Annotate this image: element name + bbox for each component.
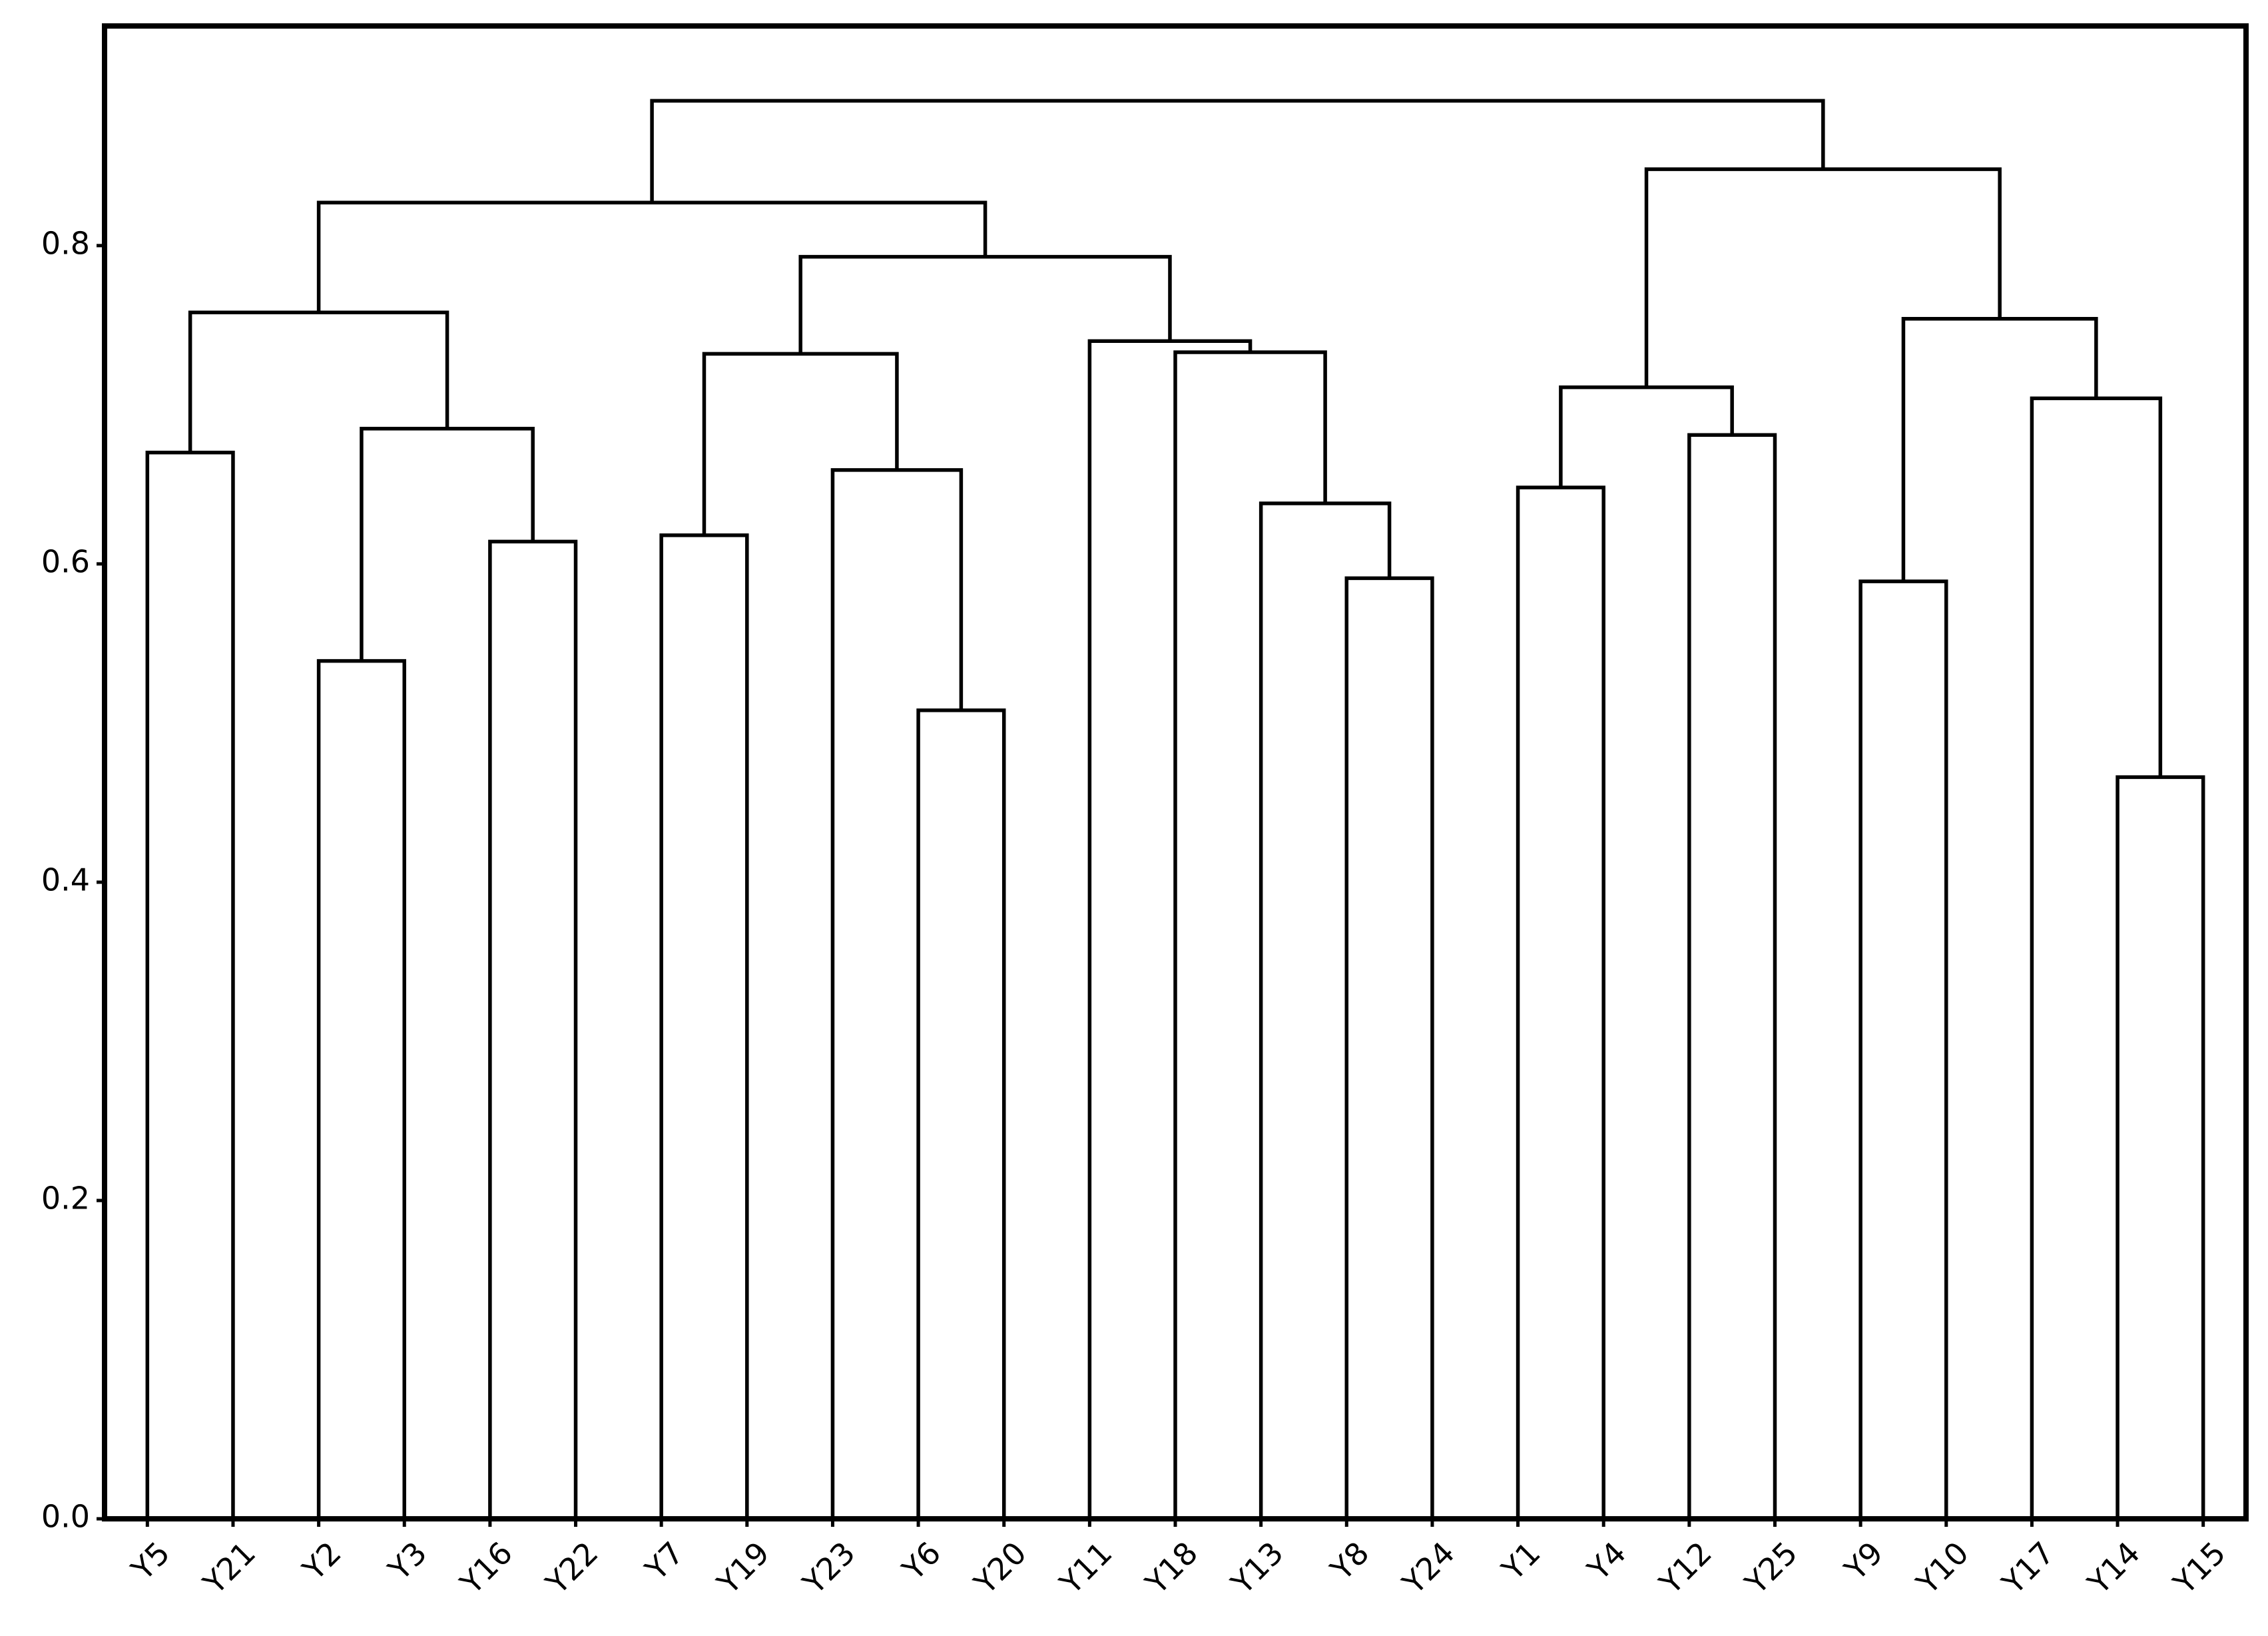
dendrogram-link	[830, 468, 964, 1519]
dendrogram-link	[702, 352, 899, 535]
dendrogram-link	[360, 426, 535, 661]
dendrogram-link	[1344, 576, 1434, 1519]
dendrogram-link	[650, 99, 1825, 203]
leaf-label: Y23	[795, 1535, 862, 1601]
leaf-label: Y3	[381, 1535, 433, 1587]
y-tick-label: 0.8	[41, 225, 90, 261]
dendrogram-link	[1901, 317, 2098, 582]
leaf-label: Y5	[124, 1535, 176, 1587]
dendrogram-link	[1087, 339, 1253, 1519]
leaf-label: Y12	[1652, 1535, 1719, 1601]
leaf-label: Y25	[1737, 1535, 1804, 1601]
dendrogram-link	[188, 310, 449, 453]
leaf-label: Y7	[638, 1535, 691, 1587]
dendrogram-link	[1644, 167, 2002, 388]
leaf-label: Y15	[2166, 1535, 2233, 1601]
dendrogram-link	[316, 659, 406, 1519]
leaf-label: Y20	[967, 1535, 1033, 1601]
leaf-label: Y19	[710, 1535, 776, 1601]
dendrogram-link	[916, 708, 1006, 1519]
dendrogram-link	[1858, 579, 1948, 1519]
dendrogram-link	[2116, 775, 2205, 1519]
leaf-label: Y4	[1580, 1535, 1633, 1587]
leaf-label: Y11	[1052, 1535, 1119, 1601]
y-tick-label: 0.0	[41, 1499, 90, 1535]
leaf-label: Y6	[895, 1535, 948, 1587]
leaf-label: Y24	[1395, 1535, 1462, 1601]
leaf-label: Y9	[1837, 1535, 1890, 1587]
plot-frame	[102, 23, 2249, 1521]
dendrogram-link	[2030, 396, 2163, 1519]
dendrogram-link	[488, 539, 578, 1519]
leaf-label: Y1	[1494, 1535, 1547, 1587]
dendrogram-link	[659, 533, 749, 1519]
dendrogram-link	[798, 254, 1172, 354]
y-tick-label: 0.2	[41, 1180, 90, 1216]
dendrogram-link	[1559, 385, 1734, 488]
y-tick-label: 0.4	[41, 862, 90, 898]
leaf-label: Y8	[1323, 1535, 1376, 1587]
leaf-label: Y13	[1224, 1535, 1290, 1601]
dendrogram-link	[1259, 501, 1392, 1519]
leaf-label: Y10	[1909, 1535, 1976, 1601]
dendrogram-link	[1173, 350, 1327, 1519]
leaf-label: Y2	[295, 1535, 348, 1587]
leaf-label: Y22	[538, 1535, 605, 1601]
dendrogram-link	[1516, 485, 1605, 1519]
leaf-label: Y16	[453, 1535, 519, 1601]
leaf-label: Y18	[1138, 1535, 1205, 1601]
leaf-label: Y21	[196, 1535, 262, 1601]
dendrogram-link	[145, 450, 235, 1519]
y-tick-label: 0.6	[41, 543, 90, 579]
leaf-label: Y14	[2080, 1535, 2147, 1601]
leaf-label: Y17	[1994, 1535, 2061, 1601]
dendrogram-link	[1687, 433, 1777, 1519]
